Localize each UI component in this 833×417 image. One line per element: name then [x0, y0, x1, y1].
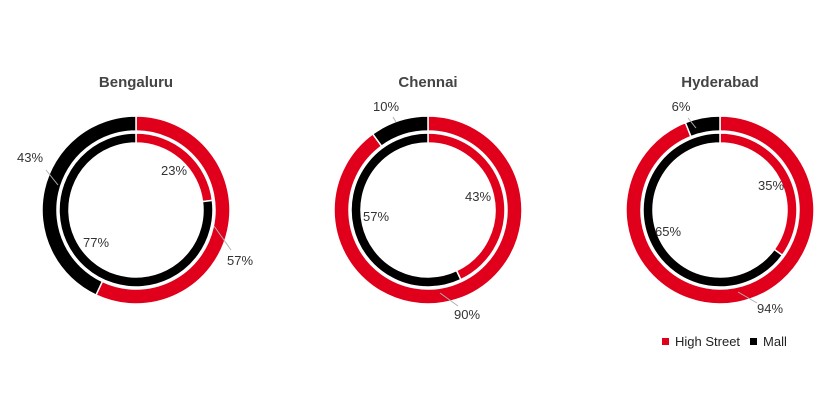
data-label-chennai-high-street-0: 90%: [454, 307, 480, 322]
legend-label-high-street: High Street: [675, 334, 741, 349]
data-label-hyderabad-mall-0: 35%: [758, 178, 784, 193]
data-label-hyderabad-high-street-1: 6%: [672, 99, 691, 114]
slice-hyderabad-mall-1: [642, 132, 784, 288]
legend-swatch-high-street: [662, 338, 669, 345]
slice-chennai-mall-1: [350, 132, 462, 288]
leader-line-bengaluru-0-1: [45, 169, 59, 186]
chart-title-chennai: Chennai: [398, 74, 458, 91]
data-label-hyderabad-high-street-0: 94%: [757, 301, 783, 316]
leader-line-chennai-0-1: [392, 116, 397, 123]
legend-label-mall: Mall: [763, 334, 787, 349]
legend-swatch-mall: [750, 338, 758, 345]
data-label-hyderabad-mall-1: 65%: [655, 224, 681, 239]
slice-bengaluru-mall-1: [58, 132, 214, 288]
legend-item-high-street: High Street: [662, 334, 740, 349]
data-label-chennai-mall-0: 43%: [465, 189, 491, 204]
leader-line-bengaluru-0-0: [213, 225, 232, 251]
slice-bengaluru-high-street-1: [41, 115, 137, 297]
data-label-chennai-mall-1: 57%: [363, 209, 389, 224]
leader-line-hyderabad-0-1: [687, 117, 697, 129]
slice-chennai-high-street-0: [333, 115, 523, 305]
leader-line-hyderabad-0-0: [737, 291, 758, 304]
legend-item-mall: Mall: [750, 334, 787, 349]
leader-line-chennai-0-0: [439, 292, 459, 307]
data-label-bengaluru-mall-0: 23%: [161, 163, 187, 178]
legend: High Street Mall: [662, 334, 797, 349]
slice-hyderabad-high-street-0: [625, 115, 815, 305]
slice-chennai-high-street-1: [371, 115, 429, 148]
slice-hyderabad-high-street-1: [684, 115, 721, 138]
data-label-chennai-high-street-1: 10%: [373, 99, 399, 114]
data-label-bengaluru-high-street-0: 57%: [227, 253, 253, 268]
data-label-bengaluru-mall-1: 77%: [83, 235, 109, 250]
chart-title-bengaluru: Bengaluru: [98, 74, 174, 91]
data-label-bengaluru-high-street-1: 43%: [17, 150, 43, 165]
chart-title-hyderabad: Hyderabad: [681, 74, 759, 91]
